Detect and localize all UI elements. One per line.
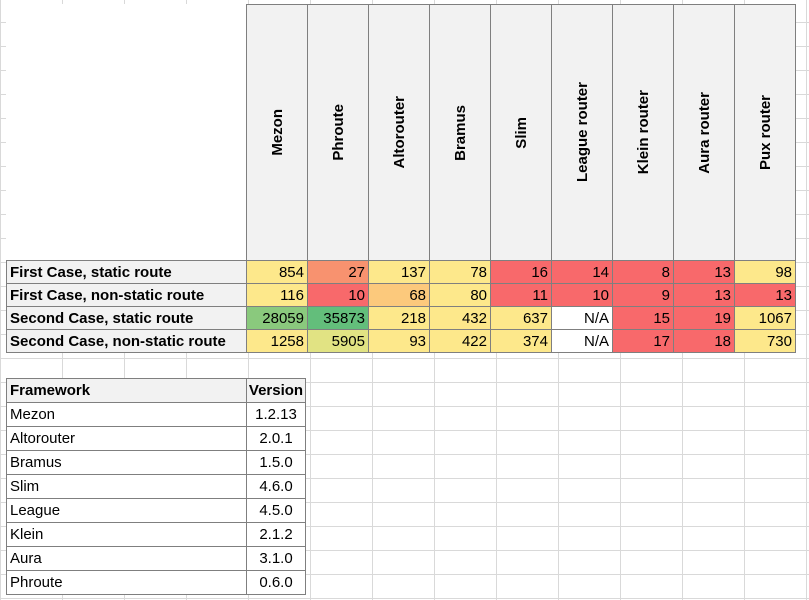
column-header-label: Aura router <box>695 91 713 174</box>
data-cell[interactable]: N/A <box>551 329 613 353</box>
row-label[interactable]: Second Case, non-static route <box>6 329 247 353</box>
data-cell[interactable]: 422 <box>429 329 491 353</box>
framework-name[interactable]: Mezon <box>6 402 247 427</box>
column-header[interactable]: Aura router <box>673 4 735 261</box>
table-row: First Case, static route 854 27 137 78 1… <box>6 260 796 284</box>
column-header-label: Klein router <box>634 90 652 175</box>
benchmark-table: Mezon Phroute Altorouter Bramus Slim Lea… <box>6 4 796 353</box>
table-row: Aura 3.1.0 <box>6 546 306 571</box>
data-cell[interactable]: 854 <box>246 260 308 284</box>
data-cell[interactable]: 13 <box>673 260 735 284</box>
framework-version[interactable]: 3.1.0 <box>246 546 306 571</box>
data-cell[interactable]: 374 <box>490 329 552 353</box>
table-row: Second Case, static route 28059 35873 21… <box>6 306 796 330</box>
column-header[interactable]: Mezon <box>246 4 308 261</box>
column-header-label: Slim <box>512 116 530 149</box>
data-cell[interactable]: 98 <box>734 260 796 284</box>
data-cell[interactable]: 16 <box>490 260 552 284</box>
column-header-label: Mezon <box>268 109 286 156</box>
data-cell[interactable]: 10 <box>551 283 613 307</box>
column-header[interactable]: Klein router <box>612 4 674 261</box>
data-cell[interactable]: 10 <box>307 283 369 307</box>
column-header-label: Phroute <box>329 104 347 161</box>
data-cell[interactable]: 5905 <box>307 329 369 353</box>
table-row: Altorouter 2.0.1 <box>6 426 306 451</box>
column-header-label: Altorouter <box>390 96 408 169</box>
data-cell[interactable]: 137 <box>368 260 430 284</box>
table-row: League 4.5.0 <box>6 498 306 523</box>
framework-name[interactable]: Slim <box>6 474 247 499</box>
column-header[interactable]: League router <box>551 4 613 261</box>
data-cell[interactable]: 80 <box>429 283 491 307</box>
data-cell[interactable]: 1067 <box>734 306 796 330</box>
data-cell[interactable]: 637 <box>490 306 552 330</box>
framework-version[interactable]: 1.5.0 <box>246 450 306 475</box>
data-cell[interactable]: 432 <box>429 306 491 330</box>
framework-name[interactable]: Aura <box>6 546 247 571</box>
framework-header[interactable]: Framework <box>6 378 247 403</box>
framework-version[interactable]: 0.6.0 <box>246 570 306 595</box>
data-cell[interactable]: 15 <box>612 306 674 330</box>
table-row: First Case, non-static route 116 10 68 8… <box>6 283 796 307</box>
framework-version[interactable]: 4.6.0 <box>246 474 306 499</box>
column-header-label: League router <box>573 82 591 183</box>
data-cell[interactable]: 116 <box>246 283 308 307</box>
data-cell[interactable]: 28059 <box>246 306 308 330</box>
table-row: Mezon 1.2.13 <box>6 402 306 427</box>
row-label[interactable]: Second Case, static route <box>6 306 247 330</box>
row-label[interactable]: First Case, non-static route <box>6 283 247 307</box>
data-cell[interactable]: 27 <box>307 260 369 284</box>
column-header[interactable]: Bramus <box>429 4 491 261</box>
data-cell[interactable]: 35873 <box>307 306 369 330</box>
column-header-label: Pux router <box>756 94 774 170</box>
column-header[interactable]: Pux router <box>734 4 796 261</box>
data-cell[interactable]: 13 <box>673 283 735 307</box>
corner-cell[interactable] <box>6 4 247 261</box>
data-cell[interactable]: 17 <box>612 329 674 353</box>
data-cell[interactable]: 1258 <box>246 329 308 353</box>
data-cell[interactable]: 19 <box>673 306 735 330</box>
version-header[interactable]: Version <box>246 378 306 403</box>
data-cell[interactable]: 11 <box>490 283 552 307</box>
column-header[interactable]: Slim <box>490 4 552 261</box>
data-cell[interactable]: 18 <box>673 329 735 353</box>
data-cell[interactable]: 78 <box>429 260 491 284</box>
table-row: Klein 2.1.2 <box>6 522 306 547</box>
data-cell[interactable]: 13 <box>734 283 796 307</box>
framework-version-table: Framework Version Mezon 1.2.13 Altoroute… <box>6 378 306 595</box>
framework-header-row: Framework Version <box>6 378 306 403</box>
framework-name[interactable]: League <box>6 498 247 523</box>
framework-version[interactable]: 2.0.1 <box>246 426 306 451</box>
table-row: Phroute 0.6.0 <box>6 570 306 595</box>
table-row: Second Case, non-static route 1258 5905 … <box>6 329 796 353</box>
table-row: Bramus 1.5.0 <box>6 450 306 475</box>
framework-version[interactable]: 1.2.13 <box>246 402 306 427</box>
data-cell[interactable]: 14 <box>551 260 613 284</box>
data-cell[interactable]: 68 <box>368 283 430 307</box>
framework-name[interactable]: Phroute <box>6 570 247 595</box>
column-header[interactable]: Phroute <box>307 4 369 261</box>
data-cell[interactable]: 8 <box>612 260 674 284</box>
header-row: Mezon Phroute Altorouter Bramus Slim Lea… <box>6 4 796 261</box>
table-row: Slim 4.6.0 <box>6 474 306 499</box>
framework-version[interactable]: 4.5.0 <box>246 498 306 523</box>
framework-name[interactable]: Altorouter <box>6 426 247 451</box>
framework-name[interactable]: Bramus <box>6 450 247 475</box>
framework-name[interactable]: Klein <box>6 522 247 547</box>
framework-version[interactable]: 2.1.2 <box>246 522 306 547</box>
data-cell[interactable]: 9 <box>612 283 674 307</box>
data-cell[interactable]: N/A <box>551 306 613 330</box>
row-label[interactable]: First Case, static route <box>6 260 247 284</box>
column-header-label: Bramus <box>451 104 469 161</box>
data-cell[interactable]: 730 <box>734 329 796 353</box>
data-cell[interactable]: 218 <box>368 306 430 330</box>
column-header[interactable]: Altorouter <box>368 4 430 261</box>
data-cell[interactable]: 93 <box>368 329 430 353</box>
